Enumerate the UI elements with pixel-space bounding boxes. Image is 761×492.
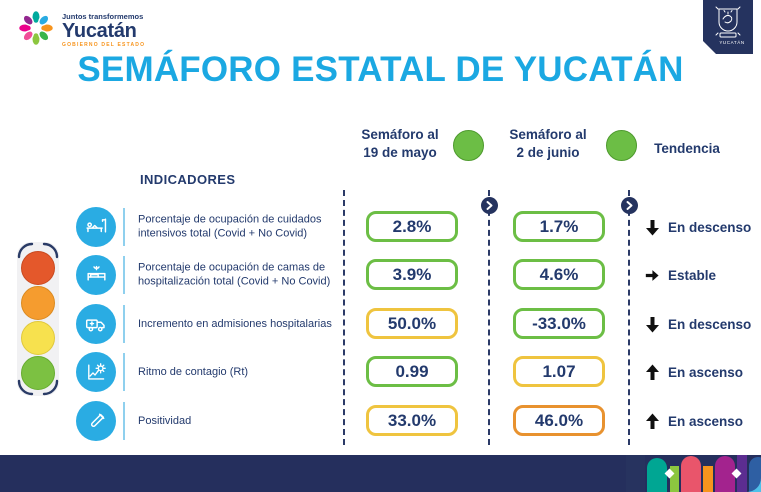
- trend-arrow-icon: [645, 412, 659, 430]
- brand-subtitle: GOBIERNO DEL ESTADO: [62, 42, 146, 49]
- dashed-separator: [343, 190, 345, 445]
- value-box-may19: 3.9%: [366, 259, 458, 290]
- row-divider: [123, 305, 125, 343]
- trend-cell: En ascenso: [645, 397, 743, 445]
- page-title: SEMÁFORO ESTATAL DE YUCATÁN: [77, 50, 684, 89]
- brand-name: Yucatán: [62, 20, 137, 43]
- column-header-line: 2 de junio: [516, 144, 580, 160]
- value-box-jun2: -33.0%: [513, 308, 605, 339]
- ambulance-icon: [76, 304, 116, 344]
- brand-tagline: Juntos transformemos: [62, 11, 144, 21]
- traffic-light-green: [21, 356, 55, 390]
- trend-label: En descenso: [668, 316, 752, 332]
- traffic-light-red: [21, 251, 55, 285]
- column-header-line: Semáforo al: [509, 127, 587, 142]
- trend-cell: En ascenso: [645, 348, 743, 396]
- indicator-label: Ritmo de contagio (Rt): [138, 365, 249, 378]
- trend-arrow-icon: [645, 266, 659, 284]
- pinwheel-logo-icon: [16, 8, 56, 53]
- government-logo: Juntos transformemos Yucatán GOBIERNO DE…: [16, 8, 145, 53]
- trend-label: En ascenso: [668, 413, 744, 429]
- column-header-line: Semáforo al: [361, 127, 439, 142]
- chevron-right-icon: [620, 197, 638, 214]
- dashed-separator: [488, 190, 490, 445]
- trend-arrow-icon: [645, 315, 659, 333]
- value-box-jun2: 1.7%: [513, 211, 605, 242]
- indicator-label: Porcentaje de ocupación de camas de hosp…: [138, 261, 331, 288]
- indicators-header: INDICADORES: [140, 172, 236, 187]
- indicator-row: Ritmo de contagio (Rt) 0.99 1.07 En asce…: [70, 348, 761, 396]
- value-box-jun2: 1.07: [513, 356, 605, 387]
- trend-label: En descenso: [668, 219, 752, 235]
- arrow-up-icon: [645, 364, 659, 380]
- indicator-label: Porcentaje de ocupación de cuidados inte…: [138, 213, 322, 240]
- icu-bed-icon: [76, 207, 116, 247]
- indicator-label: Positividad: [138, 414, 192, 427]
- row-divider: [123, 402, 125, 440]
- dashed-separator: [628, 190, 630, 445]
- arrow-down-icon: [645, 219, 659, 235]
- contagion-rate-icon: [76, 352, 116, 392]
- indicator-label: Incremento en admisiones hospitalarias: [138, 317, 332, 330]
- arrow-right-icon: [645, 269, 659, 281]
- test-tube-icon: [76, 401, 116, 441]
- traffic-light-yellow: [21, 321, 55, 355]
- hospital-bed-icon: [76, 255, 116, 295]
- indicator-row: Positividad 33.0% 46.0% En ascenso: [70, 397, 761, 445]
- status-circle-may19: [453, 130, 484, 161]
- value-box-jun2: 4.6%: [513, 259, 605, 290]
- arrow-down-icon: [645, 316, 659, 332]
- indicator-row: Porcentaje de ocupación de camas de hosp…: [70, 251, 761, 299]
- traffic-light: [17, 242, 59, 396]
- value-box-may19: 2.8%: [366, 211, 458, 242]
- row-divider: [123, 256, 125, 294]
- chevron-right-icon: [480, 197, 498, 214]
- column-header-line: 19 de mayo: [363, 144, 437, 160]
- column-header-tendencia: Tendencia: [654, 141, 720, 156]
- row-divider: [123, 353, 125, 391]
- trend-cell: En descenso: [645, 203, 751, 251]
- trend-label: En ascenso: [668, 364, 744, 380]
- indicator-row: Porcentaje de ocupación de cuidados inte…: [70, 203, 761, 251]
- trend-cell: En descenso: [645, 300, 751, 348]
- value-box-may19: 50.0%: [366, 308, 458, 339]
- shield-icon: [715, 6, 741, 38]
- yucatan-coat-of-arms: YUCATÁN: [703, 0, 753, 54]
- traffic-light-orange: [21, 286, 55, 320]
- indicator-row: Incremento en admisiones hospitalarias 5…: [70, 300, 761, 348]
- value-box-may19: 33.0%: [366, 405, 458, 436]
- trend-arrow-icon: [645, 363, 659, 381]
- arrow-up-icon: [645, 413, 659, 429]
- value-box-jun2: 46.0%: [513, 405, 605, 436]
- column-header-jun2: Semáforo al 2 de junio: [498, 126, 598, 161]
- mosaic-decoration: [626, 455, 761, 492]
- row-divider: [123, 208, 125, 246]
- column-header-may19: Semáforo al 19 de mayo: [350, 126, 450, 161]
- status-circle-jun2: [606, 130, 637, 161]
- trend-arrow-icon: [645, 218, 659, 236]
- trend-cell: Estable: [645, 251, 716, 299]
- crest-label: YUCATÁN: [719, 40, 745, 45]
- value-box-may19: 0.99: [366, 356, 458, 387]
- trend-label: Estable: [668, 267, 717, 283]
